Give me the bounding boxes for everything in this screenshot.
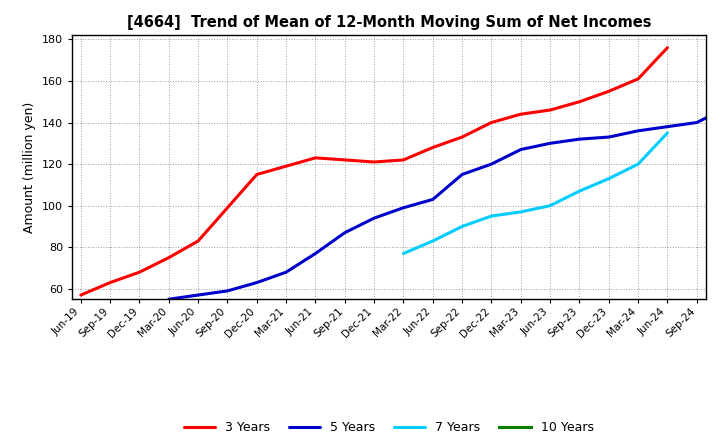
7 Years (634, 161, 642, 167)
Line: 3 Years: 3 Years (81, 48, 667, 295)
5 Years (487, 161, 496, 167)
Legend: 3 Years, 5 Years, 7 Years, 10 Years: 3 Years, 5 Years, 7 Years, 10 Years (179, 416, 598, 439)
7 Years (575, 188, 584, 194)
5 Years (546, 141, 554, 146)
7 Years (458, 224, 467, 229)
7 Years (546, 203, 554, 208)
5 Years (282, 270, 290, 275)
5 Years (164, 297, 173, 302)
5 Years (575, 136, 584, 142)
5 Years (428, 197, 437, 202)
5 Years (194, 293, 202, 298)
3 Years (253, 172, 261, 177)
7 Years (399, 251, 408, 256)
3 Years (106, 280, 114, 285)
3 Years (223, 205, 232, 210)
3 Years (458, 134, 467, 139)
3 Years (135, 270, 144, 275)
3 Years (428, 145, 437, 150)
5 Years (370, 216, 379, 221)
3 Years (311, 155, 320, 161)
5 Years (634, 128, 642, 133)
5 Years (223, 288, 232, 293)
3 Years (164, 255, 173, 260)
3 Years (76, 293, 85, 298)
3 Years (282, 164, 290, 169)
7 Years (487, 213, 496, 219)
7 Years (663, 130, 672, 136)
3 Years (516, 112, 525, 117)
3 Years (341, 157, 349, 162)
3 Years (575, 99, 584, 104)
3 Years (487, 120, 496, 125)
5 Years (458, 172, 467, 177)
7 Years (605, 176, 613, 181)
3 Years (370, 159, 379, 165)
5 Years (253, 280, 261, 285)
3 Years (663, 45, 672, 50)
3 Years (546, 107, 554, 113)
7 Years (428, 238, 437, 244)
3 Years (399, 157, 408, 162)
3 Years (605, 89, 613, 94)
Line: 7 Years: 7 Years (403, 133, 667, 253)
5 Years (693, 120, 701, 125)
Title: [4664]  Trend of Mean of 12-Month Moving Sum of Net Incomes: [4664] Trend of Mean of 12-Month Moving … (127, 15, 651, 30)
5 Years (516, 147, 525, 152)
5 Years (311, 251, 320, 256)
3 Years (194, 238, 202, 244)
3 Years (634, 76, 642, 81)
Y-axis label: Amount (million yen): Amount (million yen) (23, 102, 36, 233)
Line: 5 Years: 5 Years (168, 93, 720, 299)
5 Years (605, 134, 613, 139)
5 Years (341, 230, 349, 235)
5 Years (399, 205, 408, 210)
5 Years (663, 124, 672, 129)
7 Years (516, 209, 525, 215)
